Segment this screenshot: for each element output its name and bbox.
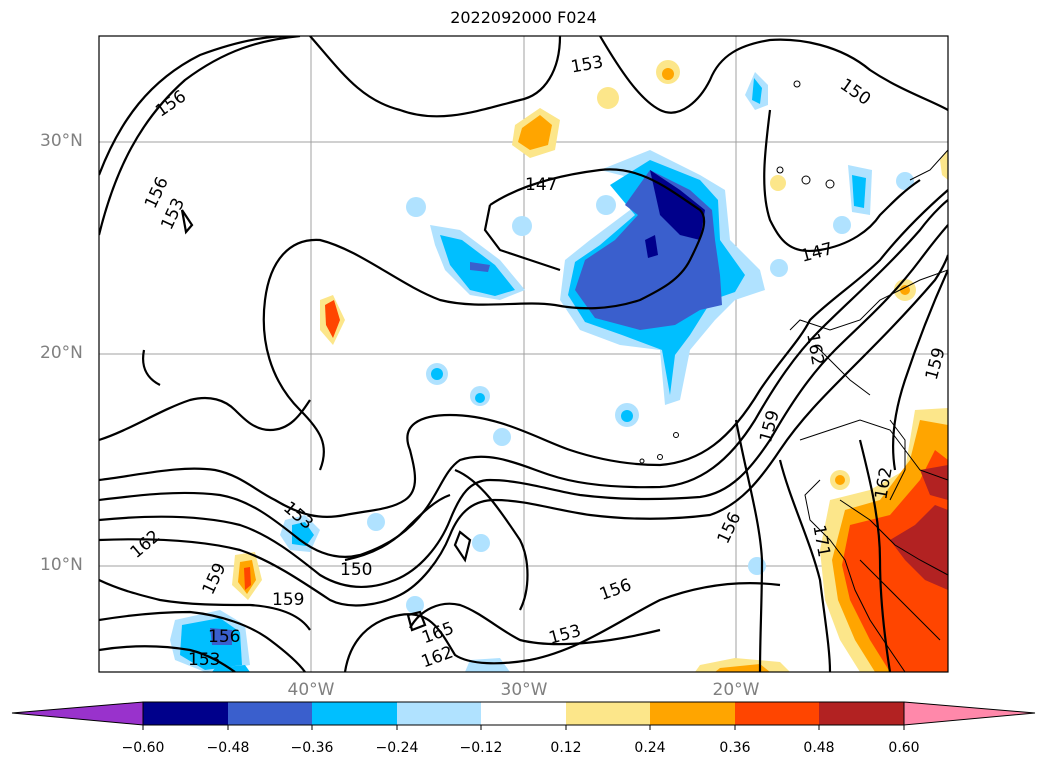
colorbar-tick: 0.36 xyxy=(719,740,751,756)
lon-label-30w: 30°W xyxy=(500,680,548,700)
contour-lines xyxy=(99,36,948,672)
svg-text:156: 156 xyxy=(208,627,240,647)
map-frame xyxy=(98,35,949,673)
colorbar-tick: −0.48 xyxy=(206,740,250,756)
colorbar-tick: −0.24 xyxy=(375,740,419,756)
colorbar-tick: −0.60 xyxy=(121,740,165,756)
lon-label-40w: 40°W xyxy=(287,680,335,700)
colorbar-tick: −0.36 xyxy=(290,740,334,756)
lon-label-20w: 20°W xyxy=(712,680,760,700)
svg-text:150: 150 xyxy=(340,560,372,580)
colorbar-tick: −0.12 xyxy=(459,740,503,756)
lat-label-30n: 30°N xyxy=(40,131,83,151)
colorbar-over-triangle xyxy=(903,701,1036,726)
lat-label-10n: 10°N xyxy=(40,555,83,575)
colorbar-tick: 0.48 xyxy=(803,740,835,756)
colorbar-under-triangle xyxy=(11,701,144,726)
lat-label-20n: 20°N xyxy=(40,343,83,363)
colorbar-tick: 0.24 xyxy=(634,740,666,756)
colorbar-tick: 0.12 xyxy=(550,740,582,756)
map-title: 2022092000 F024 xyxy=(450,8,597,27)
colorbar xyxy=(11,701,1036,730)
svg-text:147: 147 xyxy=(525,175,557,195)
svg-text:153: 153 xyxy=(188,650,220,670)
coastlines xyxy=(639,80,948,672)
colorbar-tick: 0.60 xyxy=(888,740,920,756)
negative-anomaly-shading xyxy=(170,72,914,672)
svg-text:159: 159 xyxy=(272,590,304,610)
